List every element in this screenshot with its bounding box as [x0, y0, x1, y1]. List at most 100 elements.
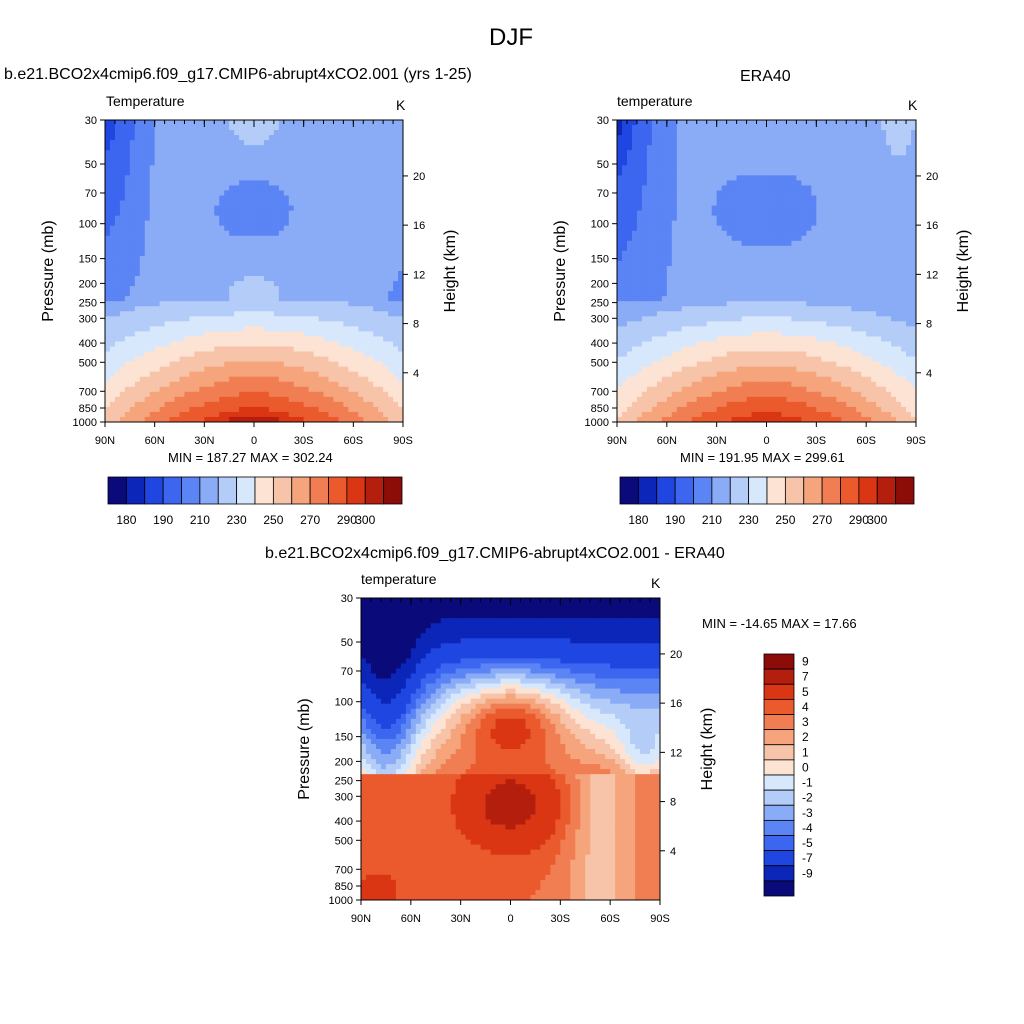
- field-cell: [149, 120, 156, 126]
- field-cell: [254, 125, 260, 131]
- field-cell: [786, 175, 792, 181]
- field-cell: [169, 356, 175, 362]
- field-cell: [716, 135, 723, 141]
- field-cell: [244, 165, 250, 171]
- field-cell: [204, 190, 210, 196]
- field-cell: [641, 130, 648, 136]
- field-cell: [393, 255, 399, 262]
- field-cell: [378, 301, 384, 307]
- field-cell: [114, 371, 121, 378]
- field-cell: [826, 180, 832, 186]
- field-cell: [691, 220, 698, 227]
- field-cell: [139, 356, 146, 362]
- field-cell: [139, 190, 146, 196]
- field-cell: [214, 366, 220, 373]
- field-cell: [891, 225, 897, 232]
- field-cell: [149, 255, 156, 262]
- field-cell: [268, 150, 275, 156]
- field-cell: [174, 260, 180, 267]
- field-cell: [681, 225, 688, 232]
- field-cell: [318, 140, 324, 146]
- field-cell: [189, 326, 195, 332]
- field-cell: [214, 376, 220, 383]
- field-cell: [806, 120, 812, 126]
- field-cell: [154, 130, 161, 136]
- field-cell: [353, 356, 359, 362]
- field-cell: [254, 316, 260, 322]
- field-cell: [676, 160, 683, 166]
- field-cell: [856, 160, 862, 166]
- field-cell: [154, 406, 161, 413]
- field-cell: [761, 135, 767, 141]
- field-cell: [263, 316, 270, 322]
- field-cell: [239, 130, 245, 136]
- field-cell: [254, 371, 260, 378]
- field-cell: [159, 306, 165, 312]
- field-cell: [681, 130, 688, 136]
- field-cell: [139, 416, 146, 423]
- field-cell: [323, 326, 329, 332]
- field-cell: [288, 170, 295, 176]
- field-cell: [204, 281, 210, 287]
- field-cell: [169, 341, 175, 347]
- field-cell: [811, 200, 817, 206]
- field-cell: [811, 205, 817, 211]
- field-cell: [179, 195, 185, 201]
- field-cell: [666, 195, 673, 201]
- field-cell: [398, 316, 404, 322]
- field-cell: [204, 260, 210, 267]
- field-cell: [109, 301, 116, 307]
- field-cell: [184, 386, 190, 393]
- field-cell: [204, 341, 210, 347]
- field-cell: [308, 130, 314, 136]
- field-cell: [209, 321, 215, 327]
- field-cell: [731, 125, 737, 131]
- field-cell: [288, 331, 295, 337]
- field-cell: [308, 125, 314, 131]
- field-cell: [841, 130, 847, 136]
- panel1-variable-label: Temperature: [106, 93, 185, 109]
- field-cell: [234, 250, 240, 257]
- field-cell: [626, 185, 633, 191]
- field-cell: [318, 341, 324, 347]
- field-cell: [781, 205, 787, 211]
- field-cell: [786, 225, 792, 232]
- field-cell: [328, 240, 334, 247]
- field-cell: [856, 205, 862, 211]
- field-cell: [353, 386, 359, 393]
- panel3-variable-label: temperature: [361, 571, 437, 587]
- field-cell: [851, 145, 857, 151]
- field-cell: [209, 205, 215, 211]
- field-cell: [249, 235, 255, 242]
- field-cell: [134, 321, 141, 327]
- field-cell: [398, 150, 404, 156]
- field-cell: [313, 235, 319, 242]
- field-cell: [303, 245, 310, 252]
- field-cell: [876, 140, 882, 146]
- field-cell: [199, 286, 205, 292]
- field-cell: [791, 125, 797, 131]
- field-cell: [388, 165, 394, 171]
- field-cell: [731, 130, 737, 136]
- field-cell: [239, 381, 245, 388]
- field-cell: [105, 185, 111, 191]
- field-cell: [383, 140, 389, 146]
- field-cell: [836, 175, 842, 181]
- field-cell: [293, 155, 300, 161]
- field-cell: [646, 155, 653, 161]
- field-cell: [164, 225, 170, 232]
- field-cell: [681, 205, 688, 211]
- field-cell: [174, 180, 180, 186]
- field-cell: [338, 220, 344, 227]
- field-cell: [219, 306, 225, 312]
- field-cell: [124, 230, 131, 237]
- field-cell: [343, 265, 349, 272]
- field-cell: [268, 331, 275, 337]
- field-cell: [368, 125, 374, 131]
- field-cell: [626, 135, 633, 141]
- field-cell: [661, 185, 668, 191]
- field-cell: [876, 130, 882, 136]
- field-cell: [184, 326, 190, 332]
- field-cell: [174, 220, 180, 227]
- field-cell: [124, 150, 131, 156]
